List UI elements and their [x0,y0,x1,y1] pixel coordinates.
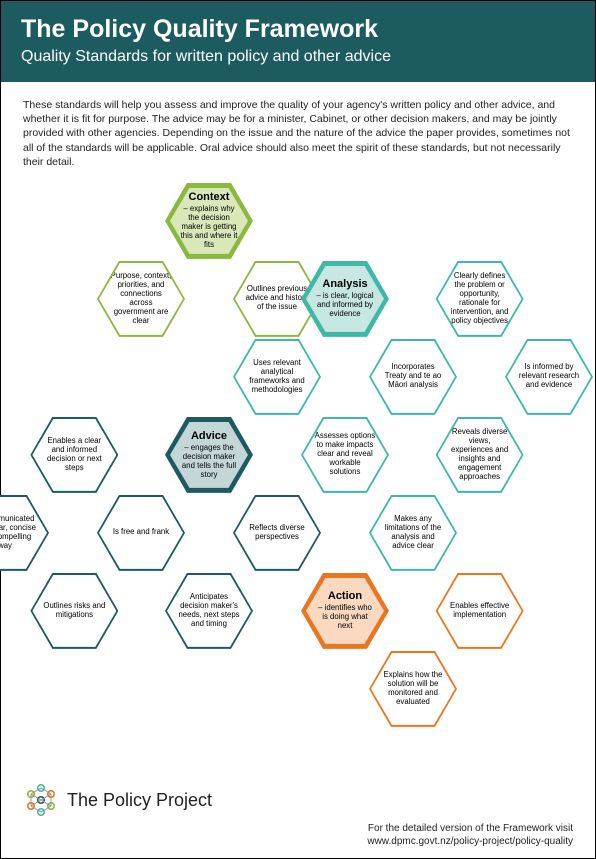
action-hex-cell: Enables effective implementation [436,573,524,649]
context-hex-cell: Purpose, context, priorities, and connec… [97,261,185,337]
hexagon-diagram: Context – explains why the decision maker… [1,177,595,737]
analysis-hex-cell: Incorporates Treaty and te ao Māori anal… [369,339,457,415]
analysis-cell-text: Assesses options to make impacts clear a… [313,432,377,477]
context-cell-text: Purpose, context, priorities, and connec… [109,272,173,326]
context-hex-main: Context – explains why the decision maker… [165,183,253,259]
advice-hex-cell: Reflects diverse perspectives [233,495,321,571]
footer-brand-text: The Policy Project [67,790,212,811]
advice-hex-cell: Anticipates decision maker's needs, next… [165,573,253,649]
action-title: Action [328,590,362,602]
advice-cell-text: Reflects diverse perspectives [245,524,309,542]
policy-project-logo-icon [23,782,59,818]
advice-cell-text: Enables a clear and informed decision or… [42,437,106,473]
analysis-title: Analysis [322,278,367,290]
analysis-hex-cell: Is informed by relevant research and evi… [505,339,593,415]
advice-cell-text: Anticipates decision maker's needs, next… [177,593,241,629]
advice-hex-cell: Enables a clear and informed decision or… [30,417,118,493]
page-title: The Policy Quality Framework [21,15,575,44]
advice-cell-text: Is free and frank [113,528,169,537]
analysis-cell-text: Uses relevant analytical frameworks and … [245,359,309,395]
action-hex-cell: Explains how the solution will be monito… [369,651,457,727]
analysis-desc: – is clear, logical and informed by evid… [316,292,374,319]
context-title: Context [189,191,230,203]
analysis-hex-cell: Assesses options to make impacts clear a… [301,417,389,493]
advice-desc: – engages the decision maker and tells t… [180,444,238,480]
analysis-hex-cell: Clearly defines the problem or opportuni… [436,261,524,337]
action-desc: – identifies who is doing what next [316,604,374,631]
footer-link: For the detailed version of the Framewor… [367,822,573,848]
analysis-cell-text: Is informed by relevant research and evi… [517,363,581,390]
advice-hex-cell: Is free and frank [97,495,185,571]
advice-hex-cell: Is communicated in a clear, concise and … [0,495,49,571]
analysis-hex-cell: Reveals diverse views, experiences and i… [436,417,524,493]
analysis-hex-cell: Makes any limitations of the analysis an… [369,495,457,571]
context-cell-text: Outlines previous advice and history of … [245,285,309,312]
page-header: The Policy Quality Framework Quality Sta… [1,1,595,82]
analysis-cell-text: Makes any limitations of the analysis an… [381,515,445,551]
page-subtitle: Quality Standards for written policy and… [21,48,575,66]
advice-title: Advice [191,430,227,442]
analysis-hex-cell: Uses relevant analytical frameworks and … [233,339,321,415]
page: The Policy Quality Framework Quality Sta… [0,0,596,859]
action-hex-main: Action – identifies who is doing what nex… [301,573,389,649]
advice-hex-cell: Outlines risks and mitigations [30,573,118,649]
intro-text: These standards will help you assess and… [1,82,595,177]
action-cell-text: Enables effective implementation [448,602,512,620]
advice-cell-text: Is communicated in a clear, concise and … [0,515,37,551]
footer-brand: The Policy Project [23,782,212,818]
footer-link-url: www.dpmc.govt.nz/policy-project/policy-q… [367,835,573,848]
action-cell-text: Explains how the solution will be monito… [381,671,445,707]
advice-hex-main: Advice – engages the decision maker and t… [165,417,253,493]
analysis-cell-text: Incorporates Treaty and te ao Māori anal… [381,363,445,390]
analysis-hex-main: Analysis – is clear, logical and informed… [301,261,389,337]
context-desc: – explains why the decision maker is get… [180,205,238,250]
analysis-cell-text: Clearly defines the problem or opportuni… [448,272,512,326]
advice-cell-text: Outlines risks and mitigations [42,602,106,620]
footer-link-intro: For the detailed version of the Framewor… [367,822,573,835]
analysis-cell-text: Reveals diverse views, experiences and i… [448,428,512,482]
